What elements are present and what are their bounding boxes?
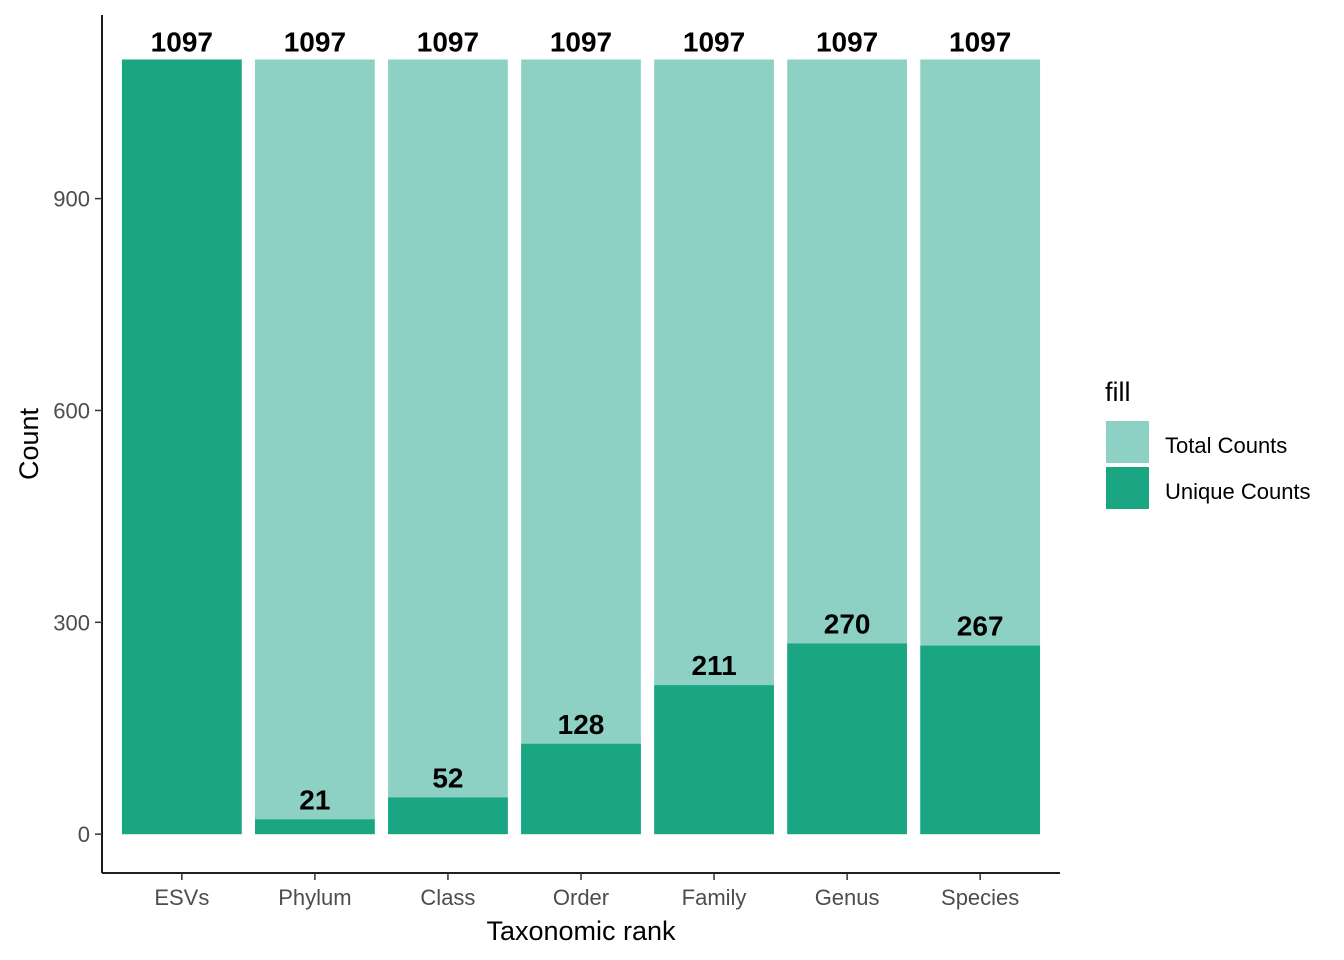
y-axis-title: Count <box>14 407 44 480</box>
x-ticks-group: ESVs Phylum Class Order Family Genus Species <box>154 873 1019 910</box>
data-label-total-esvs: 1097 <box>151 26 213 57</box>
x-tick-label-genus: Genus <box>815 885 880 910</box>
x-tick-label-phylum: Phylum <box>278 885 351 910</box>
data-label-unique-genus: 270 <box>824 608 871 639</box>
y-tick-label-900: 900 <box>53 187 90 212</box>
legend-key-unique-counts <box>1106 467 1149 509</box>
data-label-unique-order: 128 <box>558 709 605 740</box>
data-label-unique-family: 211 <box>691 650 736 681</box>
legend-label-total-counts: Total Counts <box>1165 433 1287 458</box>
data-label-total-order: 1097 <box>550 26 612 57</box>
bar-total-phylum <box>255 59 375 835</box>
bar-total-order <box>521 59 641 835</box>
x-tick-label-class: Class <box>420 885 475 910</box>
data-label-total-species: 1097 <box>949 26 1011 57</box>
y-ticks-group: 0 300 600 900 <box>53 187 102 847</box>
y-tick-label-300: 300 <box>53 610 90 635</box>
data-label-unique-phylum: 21 <box>299 784 330 815</box>
x-tick-label-species: Species <box>941 885 1019 910</box>
data-labels-group: 1097 1097 21 1097 52 1097 128 1097 211 1097 270 109… <box>151 26 1012 815</box>
data-label-unique-species: 267 <box>957 611 1004 642</box>
bar-unique-phylum <box>255 819 375 835</box>
x-tick-label-esvs: ESVs <box>154 885 209 910</box>
data-label-total-phylum: 1097 <box>284 26 346 57</box>
bars-group <box>121 59 1041 835</box>
data-label-total-class: 1097 <box>417 26 479 57</box>
data-label-unique-class: 52 <box>432 762 463 793</box>
bar-unique-class <box>388 797 508 835</box>
bar-unique-order <box>521 743 641 835</box>
bar-unique-genus <box>787 643 907 835</box>
bar-unique-family <box>654 685 774 835</box>
data-label-total-genus: 1097 <box>816 26 878 57</box>
data-label-total-family: 1097 <box>683 26 745 57</box>
bar-total-class <box>388 59 508 835</box>
bar-unique-esvs <box>121 59 242 835</box>
y-tick-label-0: 0 <box>78 822 90 847</box>
legend-key-total-counts <box>1106 421 1149 463</box>
legend: fill Total Counts Unique Counts <box>1105 377 1311 509</box>
legend-label-unique-counts: Unique Counts <box>1165 479 1311 504</box>
y-tick-label-600: 600 <box>53 398 90 423</box>
x-tick-label-family: Family <box>682 885 747 910</box>
x-axis-title: Taxonomic rank <box>486 916 676 946</box>
x-tick-label-order: Order <box>553 885 609 910</box>
bar-unique-species <box>920 645 1041 835</box>
legend-title: fill <box>1105 377 1131 407</box>
